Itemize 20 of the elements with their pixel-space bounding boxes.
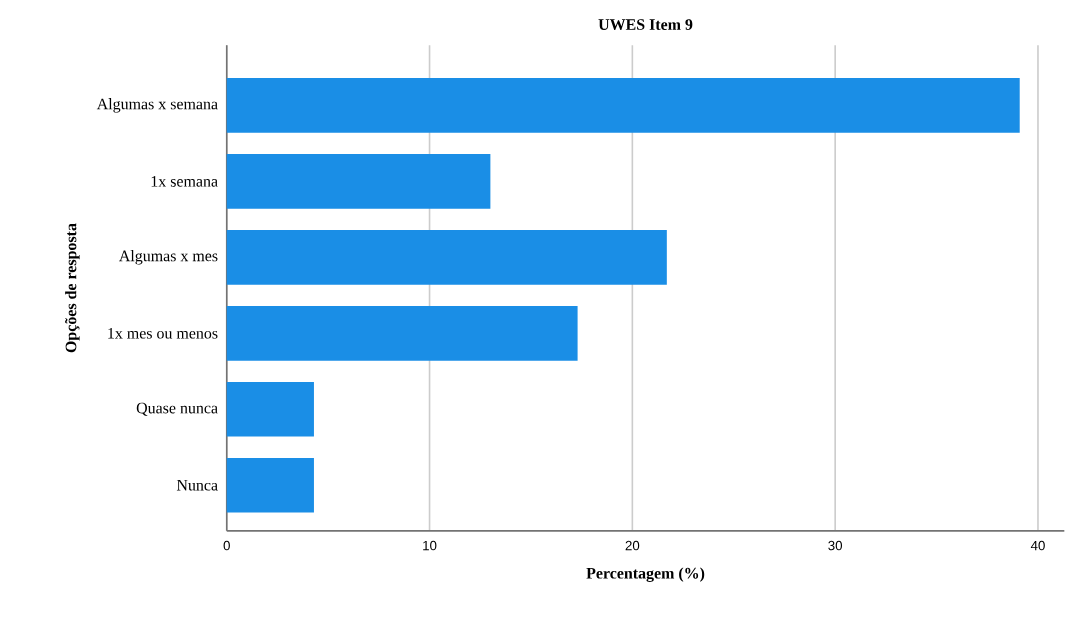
x-tick-label: 0	[223, 541, 230, 551]
y-tick-label: Algumas x semana	[96, 98, 218, 113]
y-axis-title: Opções de resposta	[65, 223, 80, 353]
y-tick-label: Quase nunca	[136, 402, 218, 417]
x-tick-label: 30	[828, 541, 843, 551]
bar	[226, 154, 491, 209]
y-tick-label: Nunca	[176, 480, 218, 491]
y-tick-label: 1x mes ou menos	[108, 328, 218, 339]
x-axis-title: Percentagem (%)	[586, 567, 705, 583]
y-tick-label: Algumas x mes	[118, 250, 218, 265]
bar	[226, 306, 578, 361]
x-tick-label: 10	[423, 541, 437, 551]
x-tick-label: 40	[1030, 541, 1045, 551]
bar	[226, 382, 314, 437]
x-tick-label: 20	[625, 541, 640, 551]
chart-title: UWES Item 9	[598, 19, 693, 31]
bar	[226, 78, 1020, 133]
bar	[226, 458, 314, 513]
y-tick-label: 1x semana	[151, 176, 218, 187]
bar	[226, 230, 667, 285]
